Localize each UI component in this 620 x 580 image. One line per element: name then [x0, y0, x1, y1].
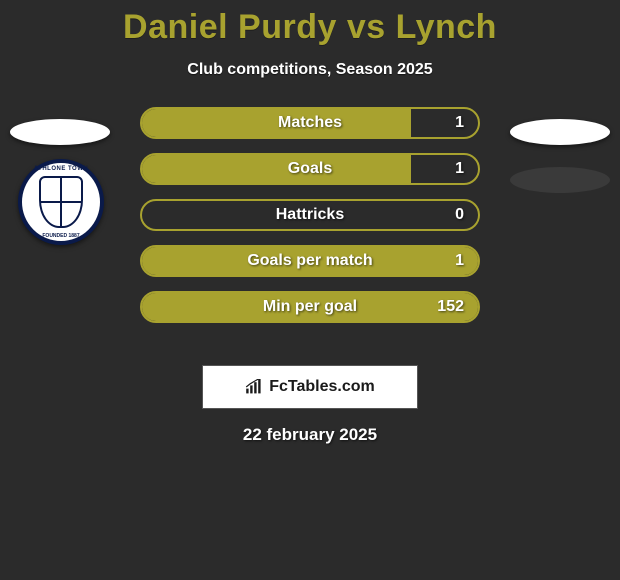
- page-title: Daniel Purdy vs Lynch: [0, 0, 620, 47]
- stat-bar-label: Goals per match: [142, 247, 478, 275]
- comparison-stage: ATHLONE TOWN FOUNDED 1887 Matches1Goals1…: [0, 105, 620, 355]
- right-oval-placeholder-1: [510, 119, 610, 145]
- stat-bar-label: Matches: [142, 109, 478, 137]
- stat-bar-label: Min per goal: [142, 293, 478, 321]
- right-oval-placeholder-2: [510, 167, 610, 193]
- crest-bottom-text: FOUNDED 1887: [22, 233, 100, 239]
- bar-chart-icon: [245, 379, 265, 395]
- crest-top-text: ATHLONE TOWN: [22, 166, 100, 172]
- stat-bar: Min per goal152: [140, 291, 480, 323]
- brand-box[interactable]: FcTables.com: [202, 365, 418, 409]
- stat-bar-value: 1: [455, 247, 464, 275]
- brand-text: FcTables.com: [269, 378, 375, 396]
- club-crest-left: ATHLONE TOWN FOUNDED 1887: [18, 159, 104, 245]
- page-subtitle: Club competitions, Season 2025: [0, 61, 620, 79]
- stat-bar: Goals1: [140, 153, 480, 185]
- stat-bar: Matches1: [140, 107, 480, 139]
- stat-bar-value: 1: [455, 155, 464, 183]
- stat-bar-value: 0: [455, 201, 464, 229]
- stat-bar-value: 1: [455, 109, 464, 137]
- stat-bars: Matches1Goals1Hattricks0Goals per match1…: [140, 107, 480, 337]
- stat-bar-label: Goals: [142, 155, 478, 183]
- shield-icon: [39, 176, 83, 228]
- stat-bar: Hattricks0: [140, 199, 480, 231]
- left-oval-placeholder: [10, 119, 110, 145]
- stat-bar-value: 152: [437, 293, 464, 321]
- stat-bar: Goals per match1: [140, 245, 480, 277]
- footer-date: 22 february 2025: [0, 425, 620, 445]
- stat-bar-label: Hattricks: [142, 201, 478, 229]
